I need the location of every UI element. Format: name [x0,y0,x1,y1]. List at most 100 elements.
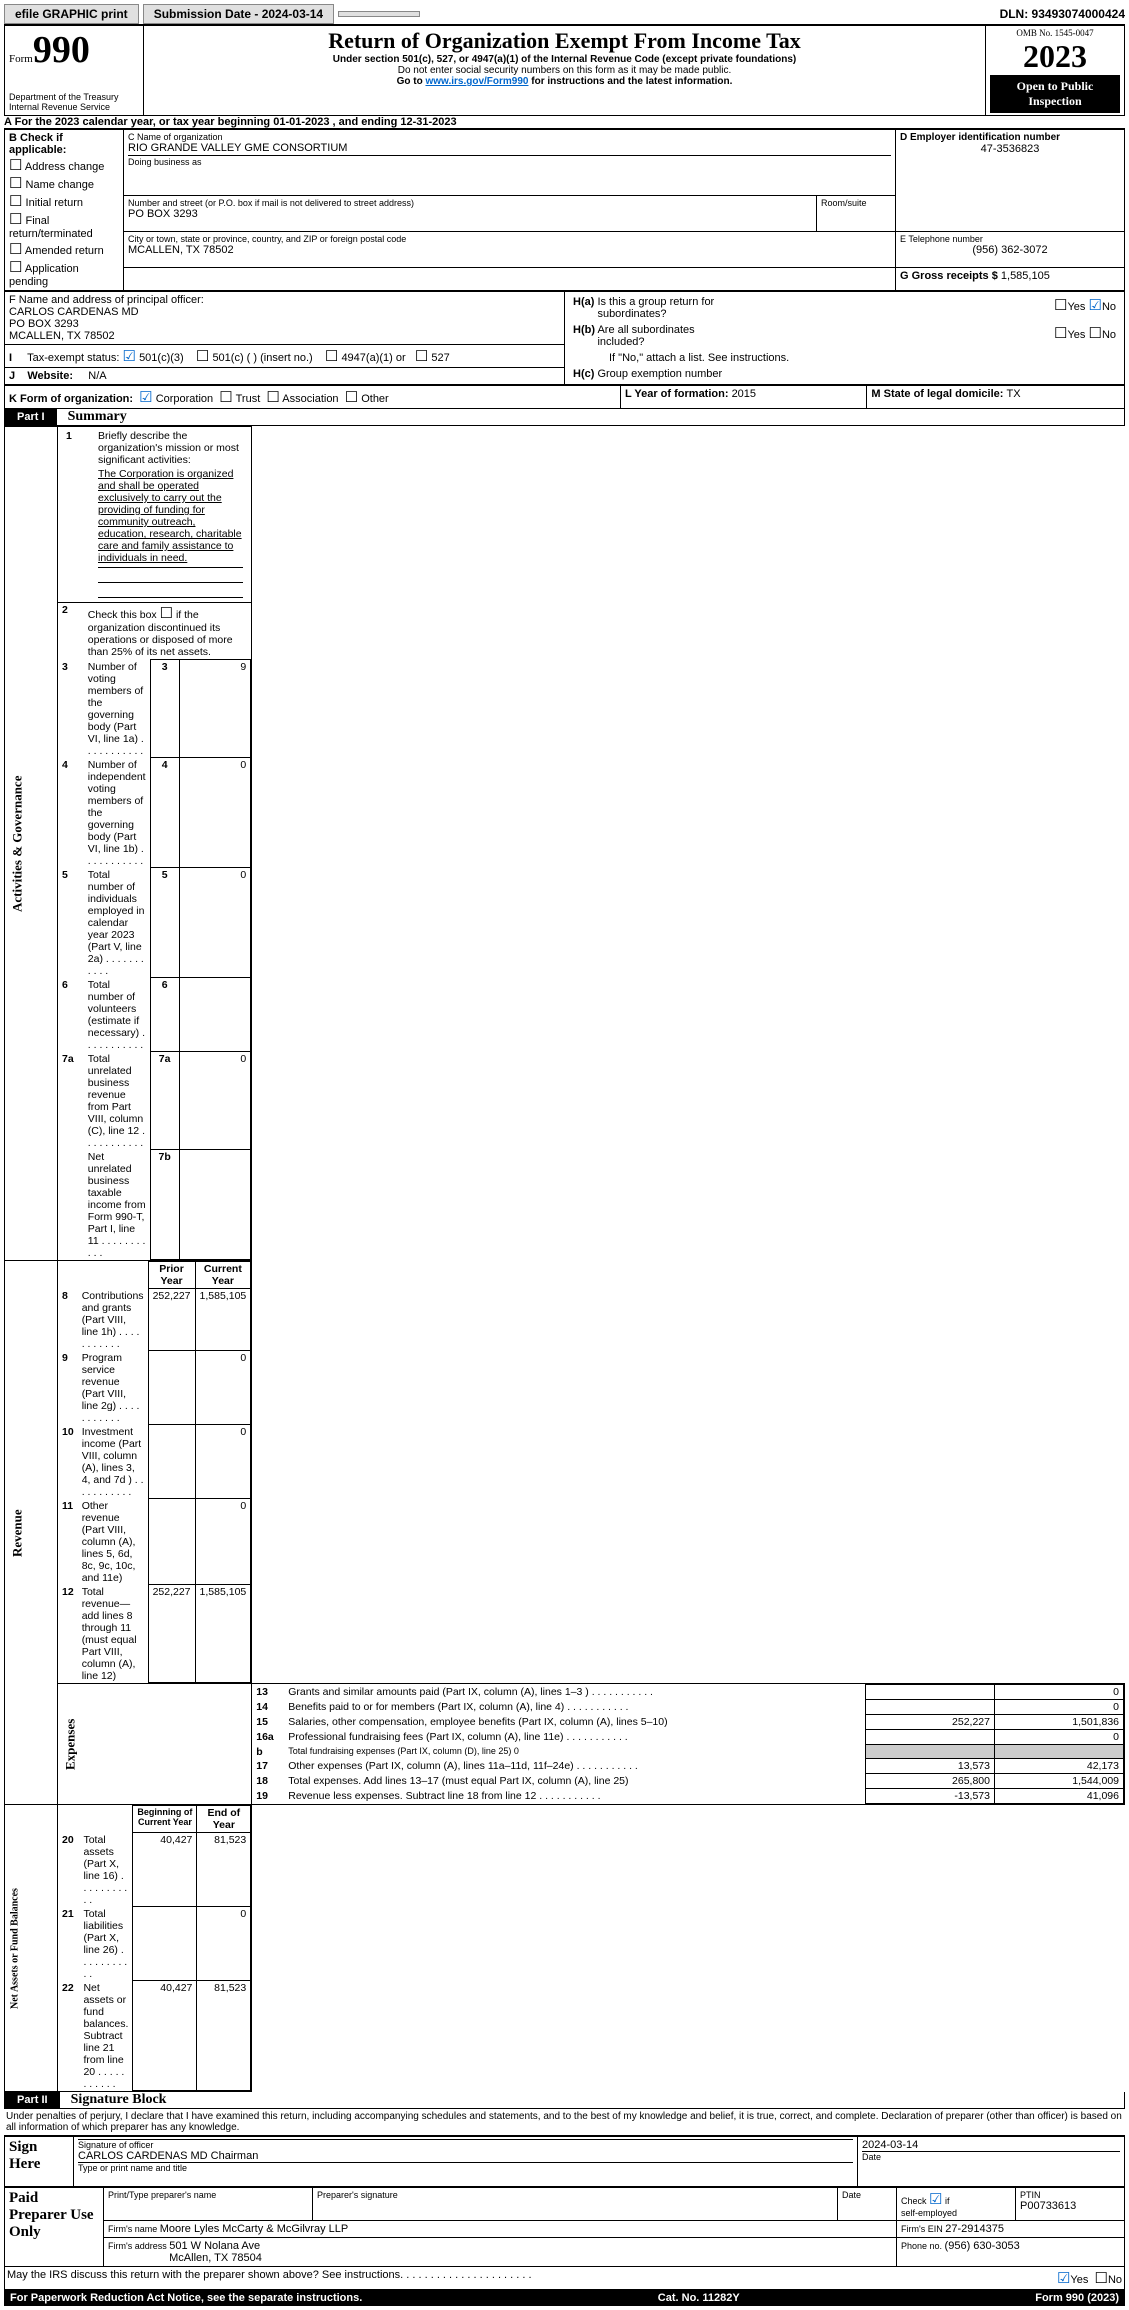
firm-addr1: 501 W Nolana Ave [169,2240,260,2252]
firm-name: Moore Lyles McCarty & McGilvray LLP [160,2223,348,2235]
p12: 252,227 [148,1585,195,1683]
sig-type-label: Type or print name and title [78,2163,853,2173]
chk-application-pending[interactable]: Application pending [9,258,119,288]
head-curr: Current Year [195,1262,251,1289]
ha-yes[interactable] [1054,301,1067,313]
line10: Investment income (Part VIII, column (A)… [78,1425,148,1499]
line11: Other revenue (Part VIII, column (A), li… [78,1499,148,1585]
c9: 0 [195,1351,251,1425]
sign-here: Sign Here [5,2137,74,2187]
tax-year: 2023 [990,38,1120,75]
prep-name-label: Print/Type preparer's name [108,2190,308,2200]
c17: 42,173 [995,1759,1124,1774]
chk-other[interactable] [345,393,358,405]
part2-title: Signature Block [63,2092,167,2107]
p13 [866,1685,995,1700]
chk-501c3[interactable] [123,352,136,364]
line9: Program service revenue (Part VIII, line… [78,1351,148,1425]
side-activities: Activities & Governance [5,427,58,1261]
firm-addr-label: Firm's address [108,2241,169,2251]
discuss-q: May the IRS discuss this return with the… [7,2269,532,2287]
c16b [995,1745,1124,1759]
sig-name: CARLOS CARDENAS MD Chairman [78,2150,853,2163]
line21: Total liabilities (Part X, line 26) [79,1907,132,1981]
p15: 252,227 [866,1715,995,1730]
preparer-table: Paid Preparer Use Only Print/Type prepar… [4,2187,1125,2267]
declaration: Under penalties of perjury, I declare th… [4,2109,1125,2136]
c11: 0 [195,1499,251,1585]
line16b: Total fundraising expenses (Part IX, col… [284,1745,865,1759]
p16b [866,1745,995,1759]
part2-label: Part II [5,2092,60,2108]
box-j-label: Website: [27,370,76,382]
chk-self-emp[interactable] [929,2196,942,2206]
p21 [133,1907,197,1981]
room-label: Room/suite [821,198,891,208]
officer-table: F Name and address of principal officer:… [4,291,1125,385]
p22: 40,427 [133,1981,197,2091]
line5: Total number of individuals employed in … [84,868,150,978]
p14 [866,1700,995,1715]
street-label: Number and street (or P.O. box if mail i… [128,198,812,208]
chk-assoc[interactable] [266,393,279,405]
discuss-yes[interactable] [1057,2274,1070,2286]
prep-sig-label: Preparer's signature [317,2190,833,2200]
signature-table: Sign Here Signature of officer CARLOS CA… [4,2136,1125,2187]
p16a [866,1730,995,1745]
chk-corp[interactable] [139,393,152,405]
chk-name-change[interactable]: Name change [9,174,119,192]
c20: 81,523 [197,1833,251,1907]
omb: OMB No. 1545-0047 [990,28,1120,38]
c18: 1,544,009 [995,1774,1124,1789]
klm-table: K Form of organization: Corporation Trus… [4,385,1125,409]
line2: Check this box if the organization disco… [84,603,251,660]
ein: 47-3536823 [900,143,1120,155]
h-a: H(a) Is this a group return for subordin… [569,294,944,322]
line6: Total number of volunteers (estimate if … [84,978,150,1052]
chk-line2[interactable] [160,609,173,621]
line1-text: The Corporation is organized and shall b… [94,467,247,565]
dept-treasury: Department of the Treasury Internal Reve… [9,92,139,112]
part1-label: Part I [5,409,57,425]
discuss-no[interactable] [1094,2274,1107,2286]
firm-addr2: McAllen, TX 78504 [169,2252,262,2264]
phone-label: Phone no. [901,2241,945,2251]
ptin-label: PTIN [1020,2190,1120,2200]
chk-4947[interactable] [325,352,338,364]
val4: 0 [179,758,251,868]
org-name: RIO GRANDE VALLEY GME CONSORTIUM [128,142,891,154]
c21: 0 [197,1907,251,1981]
box-c-name-label: C Name of organization [128,132,891,142]
street: PO BOX 3293 [128,208,812,220]
hb-yes[interactable] [1054,329,1067,341]
line14: Benefits paid to or for members (Part IX… [284,1700,865,1715]
c14: 0 [995,1700,1124,1715]
line18: Total expenses. Add lines 13–17 (must eq… [284,1774,865,1789]
blank-button [338,11,420,17]
box-e-label: E Telephone number [900,234,1120,244]
year-formation: 2015 [732,388,756,400]
c19: 41,096 [995,1789,1124,1804]
chk-final-return[interactable]: Final return/terminated [9,210,119,240]
ha-no[interactable] [1088,301,1101,313]
open-to-public: Open to Public Inspection [990,75,1120,113]
sig-officer-label: Signature of officer [78,2140,853,2150]
chk-address-change[interactable]: Address change [9,156,119,174]
chk-trust[interactable] [219,393,232,405]
chk-527[interactable] [415,352,428,364]
box-i-label: Tax-exempt status: [27,352,119,364]
box-g: G Gross receipts $ 1,585,105 [896,268,1125,291]
form-number: 990 [33,29,90,71]
form-title: Return of Organization Exempt From Incom… [148,28,981,54]
irs-link[interactable]: www.irs.gov/Form990 [425,76,528,87]
chk-501c[interactable] [196,352,209,364]
efile-print-button[interactable]: efile GRAPHIC print [4,4,139,24]
part1-table: Activities & Governance 1Briefly describ… [4,426,1125,2092]
hb-no[interactable] [1088,329,1101,341]
line4: Number of independent voting members of … [84,758,150,868]
line12: Total revenue—add lines 8 through 11 (mu… [78,1585,148,1683]
sig-date: 2024-03-14 [862,2139,1120,2152]
line7a: Total unrelated business revenue from Pa… [84,1052,150,1150]
chk-amended-return[interactable]: Amended return [9,240,119,258]
chk-initial-return[interactable]: Initial return [9,192,119,210]
